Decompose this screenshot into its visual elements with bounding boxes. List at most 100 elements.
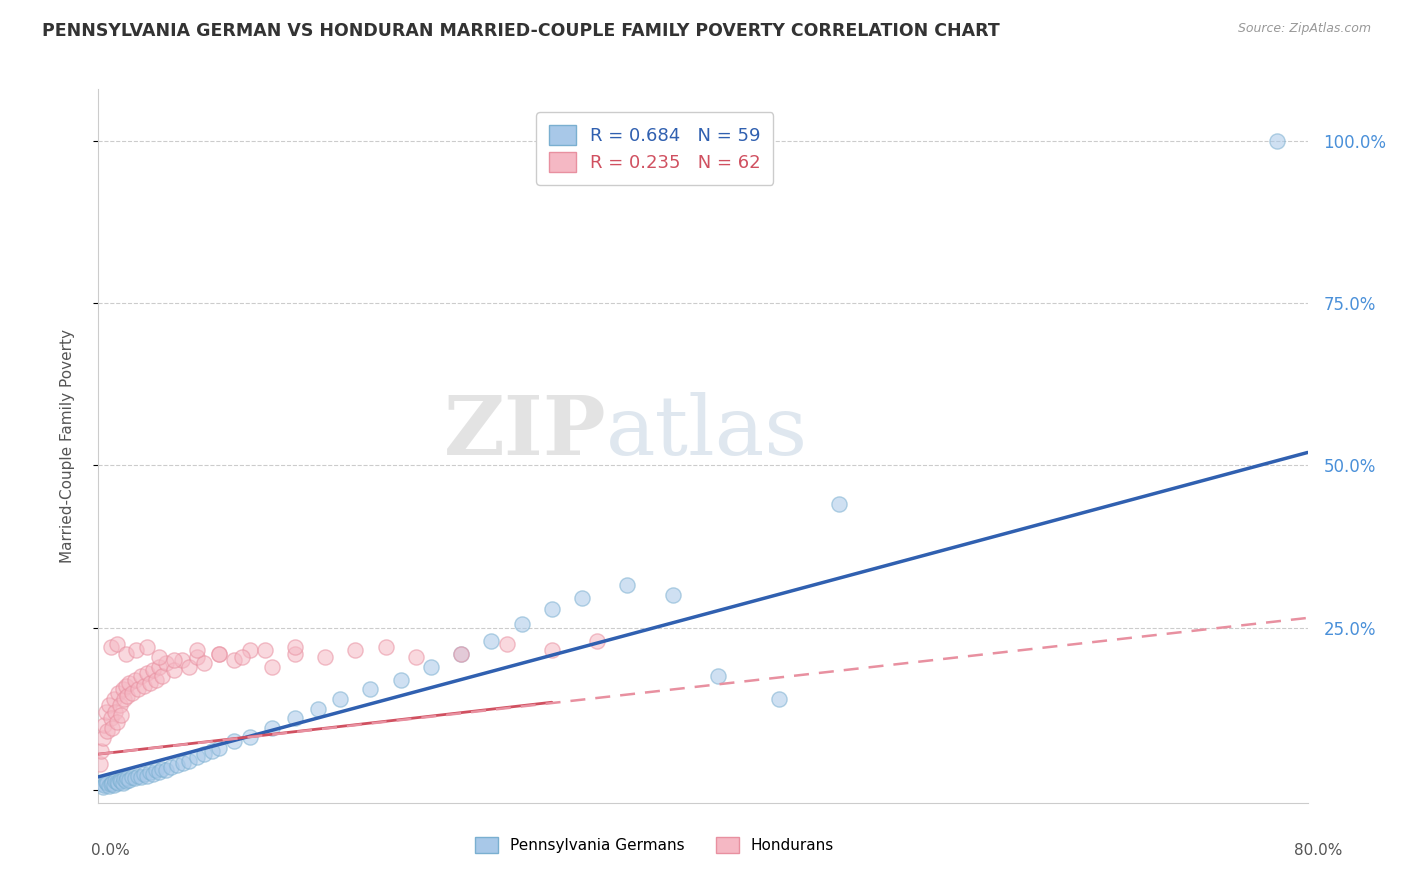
Point <box>111 682 134 697</box>
Point <box>127 768 149 782</box>
Point <box>208 740 231 755</box>
Point <box>224 653 246 667</box>
Point <box>107 685 129 699</box>
Point <box>160 760 183 774</box>
Text: 80.0%: 80.0% <box>1295 843 1343 858</box>
Point <box>172 756 194 770</box>
Point <box>129 770 152 784</box>
Legend: Pennsylvania Germans, Hondurans: Pennsylvania Germans, Hondurans <box>470 831 841 859</box>
Point <box>93 718 115 732</box>
Point <box>201 744 224 758</box>
Point <box>100 777 122 791</box>
Point <box>121 685 143 699</box>
Point <box>101 775 124 789</box>
Point <box>108 698 131 713</box>
Point <box>115 771 138 785</box>
Point <box>163 663 186 677</box>
Point <box>186 750 208 764</box>
Point <box>94 775 117 789</box>
Point <box>166 758 188 772</box>
Point <box>98 698 121 713</box>
Text: PENNSYLVANIA GERMAN VS HONDURAN MARRIED-COUPLE FAMILY POVERTY CORRELATION CHART: PENNSYLVANIA GERMAN VS HONDURAN MARRIED-… <box>42 22 1000 40</box>
Point <box>262 721 284 735</box>
Point <box>148 659 170 673</box>
Point <box>124 673 146 687</box>
Point <box>193 747 215 761</box>
Point <box>135 768 157 782</box>
Point <box>107 776 129 790</box>
Point <box>179 754 201 768</box>
Point <box>208 647 231 661</box>
Point <box>239 643 262 657</box>
Point <box>100 711 122 725</box>
Point <box>828 497 851 511</box>
Point <box>112 692 135 706</box>
Point <box>125 643 148 657</box>
Point <box>707 669 730 683</box>
Point <box>121 770 143 784</box>
Point <box>450 647 472 661</box>
Point <box>108 773 131 788</box>
Point <box>148 649 170 664</box>
Point <box>231 649 253 664</box>
Point <box>239 730 262 744</box>
Point <box>389 673 412 687</box>
Point <box>262 659 284 673</box>
Point <box>114 773 136 788</box>
Point <box>145 764 167 778</box>
Point <box>616 578 638 592</box>
Point <box>118 773 141 788</box>
Point <box>344 643 367 657</box>
Point <box>98 779 121 793</box>
Point <box>118 675 141 690</box>
Point <box>179 659 201 673</box>
Point <box>104 705 127 719</box>
Point <box>132 679 155 693</box>
Point <box>571 591 593 606</box>
Point <box>115 689 138 703</box>
Text: Source: ZipAtlas.com: Source: ZipAtlas.com <box>1237 22 1371 36</box>
Point <box>111 775 134 789</box>
Point <box>284 647 307 661</box>
Point <box>142 663 165 677</box>
Point <box>193 657 215 671</box>
Point <box>284 711 307 725</box>
Point <box>450 647 472 661</box>
Point <box>150 669 173 683</box>
Point <box>142 766 165 780</box>
Point <box>540 643 562 657</box>
Point <box>495 637 517 651</box>
Point <box>540 602 562 616</box>
Point <box>374 640 396 654</box>
Point <box>155 764 177 778</box>
Point <box>329 692 352 706</box>
Point <box>91 780 114 794</box>
Point <box>90 744 112 758</box>
Text: atlas: atlas <box>606 392 808 472</box>
Point <box>145 673 167 687</box>
Point <box>89 756 111 771</box>
Point <box>284 640 307 654</box>
Point <box>481 633 503 648</box>
Point <box>105 775 128 789</box>
Point <box>510 617 533 632</box>
Point <box>105 714 128 729</box>
Point <box>132 766 155 780</box>
Text: ZIP: ZIP <box>444 392 606 472</box>
Point <box>420 659 443 673</box>
Point <box>114 679 136 693</box>
Point <box>208 647 231 661</box>
Point <box>96 724 118 739</box>
Point <box>360 682 382 697</box>
Point <box>1267 134 1289 148</box>
Point <box>124 771 146 785</box>
Point <box>224 734 246 748</box>
Point <box>103 778 125 792</box>
Point <box>110 708 132 723</box>
Point <box>586 633 609 648</box>
Point <box>127 682 149 697</box>
Point <box>405 649 427 664</box>
Point <box>114 647 136 661</box>
Text: 0.0%: 0.0% <box>91 843 131 858</box>
Point <box>101 721 124 735</box>
